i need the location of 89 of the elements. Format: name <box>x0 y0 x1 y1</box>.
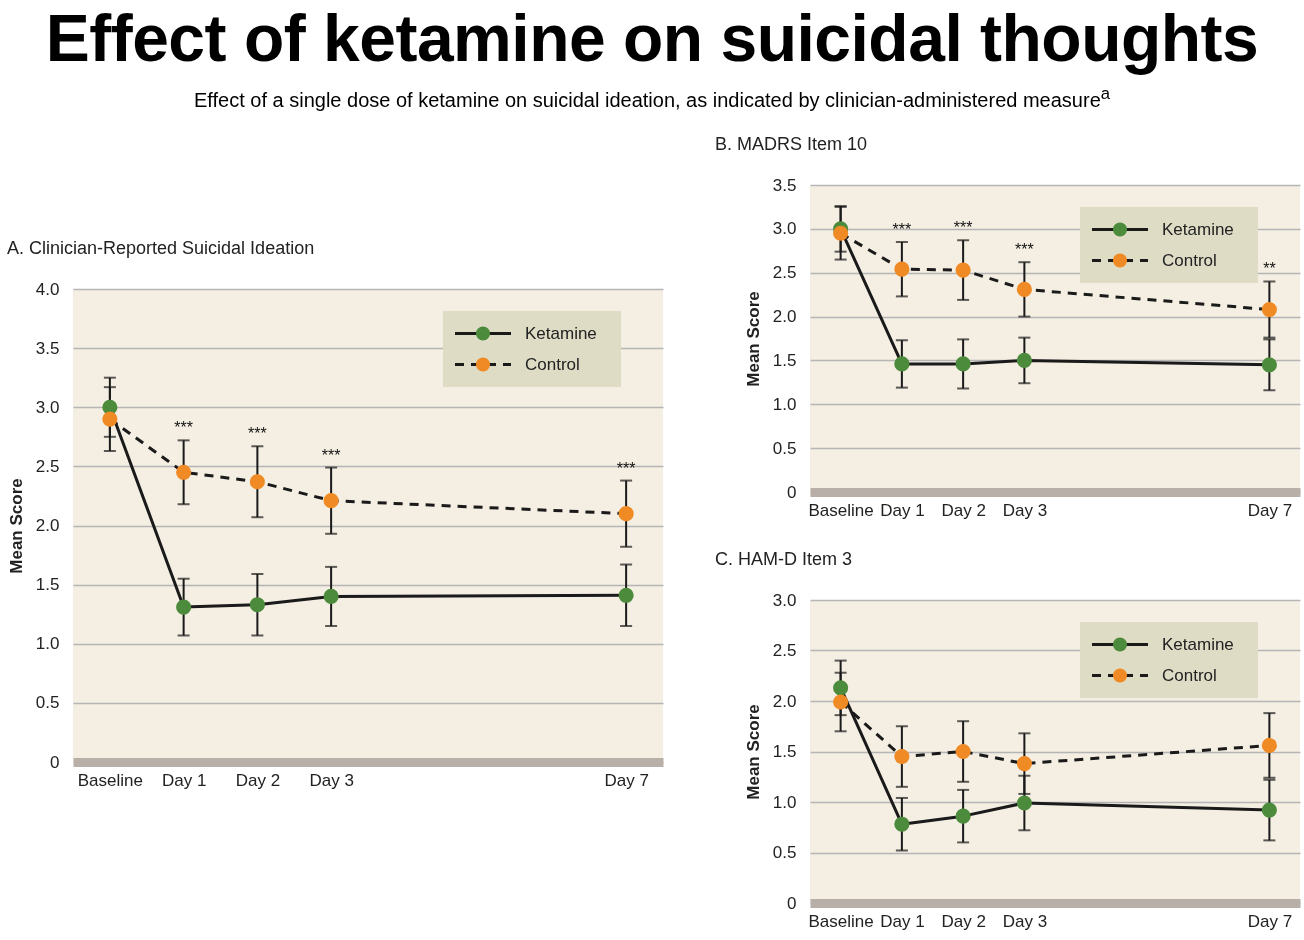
y-tick-label: 1.5 <box>772 742 797 761</box>
point <box>894 748 910 765</box>
point <box>176 464 192 480</box>
y-tick-label: 3.5 <box>35 338 60 358</box>
y-axis-title: Mean Score <box>743 704 763 800</box>
x-tick-label: Day 1 <box>880 500 925 520</box>
chart-title: C. HAM-D Item 3 <box>715 549 853 569</box>
y-tick-label: 0.5 <box>772 438 797 458</box>
point <box>1016 756 1032 772</box>
x-tick-label: Day 3 <box>1002 500 1048 520</box>
annotation: *** <box>248 425 267 443</box>
point <box>102 411 118 427</box>
y-tick-label: 2.5 <box>35 456 60 476</box>
y-tick-label: 2.5 <box>772 641 797 660</box>
point <box>894 816 910 832</box>
annotation: *** <box>174 419 193 437</box>
y-tick-label: 0.5 <box>772 843 797 862</box>
x-tick-label: Day 7 <box>1247 911 1293 931</box>
y-tick-label: 3.5 <box>772 175 797 195</box>
point <box>894 261 910 277</box>
x-tick-label: Baseline <box>77 770 143 790</box>
point <box>833 225 849 241</box>
annotation: *** <box>953 219 973 237</box>
x-tick-label: Day 1 <box>880 911 925 931</box>
annotation: ** <box>1263 260 1276 278</box>
point <box>1016 281 1032 297</box>
point <box>1261 737 1277 754</box>
y-tick-label: 3.0 <box>35 397 60 417</box>
point <box>1261 301 1277 318</box>
legend-label: Control <box>1162 250 1217 270</box>
annotation: *** <box>616 459 636 477</box>
annotation: *** <box>1015 241 1034 259</box>
point <box>618 506 634 522</box>
point <box>323 493 339 509</box>
chart-title: A. Clinician-Reported Suicidal Ideation <box>7 238 315 258</box>
point <box>955 356 971 372</box>
text: Effect of a single dose of ketamine on suicidal ideation, as indicated by clinician-administered measure$^{a}$ <box>192 84 1112 112</box>
x-tick-label: Day 7 <box>604 770 649 790</box>
point <box>323 588 339 605</box>
y-axis-title: Mean Score <box>6 478 26 574</box>
y-tick-label: 0 <box>787 482 797 502</box>
y-tick-label: 0 <box>50 752 60 772</box>
point <box>1016 352 1032 368</box>
point <box>1261 357 1277 373</box>
point <box>176 599 192 615</box>
y-tick-label: 2.0 <box>772 307 797 327</box>
point <box>249 474 265 490</box>
point <box>249 597 265 613</box>
legend-label: Ketamine <box>1162 634 1234 654</box>
x-tick-label: Day 3 <box>309 770 354 790</box>
chart-title: B. MADRS Item 10 <box>715 134 868 154</box>
y-tick-label: 0.5 <box>35 693 60 713</box>
y-tick-label: 1.0 <box>772 394 797 414</box>
legend-label: Control <box>1162 665 1217 685</box>
y-tick-label: 2.0 <box>772 691 797 711</box>
y-tick-label: 1.5 <box>35 575 60 595</box>
y-axis-title: Mean Score <box>743 291 763 387</box>
x-tick-label: Baseline <box>808 911 874 931</box>
x-tick-label: Day 1 <box>161 770 207 790</box>
y-tick-label: 4.0 <box>35 279 60 299</box>
x-tick-label: Day 2 <box>941 500 986 520</box>
x-tick-label: Day 7 <box>1247 500 1293 520</box>
x-tick-label: Day 2 <box>941 911 986 931</box>
y-tick-label: 0 <box>787 893 797 913</box>
y-tick-label: 2.5 <box>772 263 797 283</box>
point <box>894 356 910 372</box>
x-tick-label: Day 3 <box>1002 911 1048 931</box>
annotation: *** <box>892 221 912 239</box>
x-tick-label: Baseline <box>808 500 874 520</box>
legend-label: Ketamine <box>525 323 597 343</box>
legend-label: Ketamine <box>1162 219 1234 239</box>
point <box>955 262 971 278</box>
point <box>955 808 971 824</box>
point <box>1016 795 1032 811</box>
x-tick-label: Day 2 <box>235 770 281 790</box>
point <box>1261 802 1277 818</box>
y-tick-label: 1.0 <box>35 634 60 654</box>
point <box>833 694 849 710</box>
point <box>618 587 634 603</box>
annotation: *** <box>321 446 341 464</box>
y-tick-label: 3.0 <box>772 219 797 239</box>
point <box>833 680 849 696</box>
y-tick-label: 2.0 <box>35 516 60 535</box>
text: Effect of ketamine on suicidal thoughts <box>44 0 1260 75</box>
y-tick-label: 1.0 <box>772 792 797 812</box>
point <box>955 743 971 760</box>
y-tick-label: 1.5 <box>772 350 797 370</box>
y-tick-label: 3.0 <box>772 590 797 610</box>
legend-label: Control <box>525 354 580 374</box>
